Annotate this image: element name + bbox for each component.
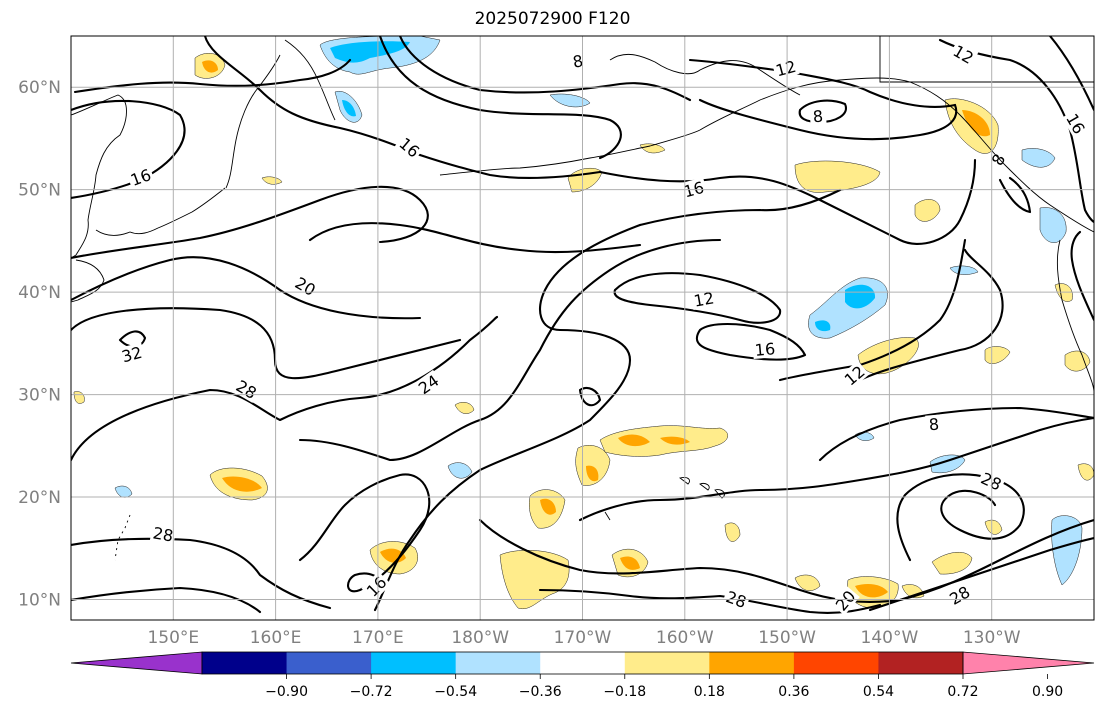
map-frame (70, 35, 1095, 621)
colorbar-segment (709, 652, 795, 674)
contour-label: 8 (812, 107, 824, 127)
colorbar-tick-label: 0.72 (947, 684, 978, 700)
contour-label: 16 (754, 339, 776, 360)
colorbar-segment (286, 652, 372, 674)
latitude-tick-label: 20°N (18, 488, 61, 508)
colorbar-tick-label: 0.36 (778, 684, 809, 700)
colorbar-segment (624, 652, 710, 674)
colorbar-segment (878, 652, 964, 674)
colorbar-frame (201, 651, 964, 675)
colorbar-tick-label: −0.18 (603, 684, 646, 700)
colorbar-tick-label: −0.54 (434, 684, 477, 700)
map-title: 2025072900 F120 (474, 9, 631, 29)
longitude-tick-label: 160°W (656, 628, 714, 648)
colorbar-tick-label: −0.90 (265, 684, 308, 700)
longitude-tick-label: 150°E (147, 628, 199, 648)
coastlines (71, 36, 1094, 561)
longitude-ticks: 150°E 160°E 170°E 180°W 170°W 160°W 150°W 140°W… (147, 628, 1020, 648)
gridlines (71, 36, 1094, 620)
map-area: 8 8 8 8 12 12 12 16 16 16 16 16 16 20 20… (71, 36, 1094, 620)
contour-lines (71, 36, 1094, 614)
contour-label: 32 (120, 343, 145, 367)
shading-layer (73, 36, 1094, 610)
longitude-tick-label: 160°E (250, 628, 302, 648)
colorbar-lower-extension (70, 651, 203, 675)
contour-label: 28 (151, 523, 174, 545)
colorbar-tick-label: −0.72 (350, 684, 393, 700)
longitude-tick-label: 180°W (451, 628, 509, 648)
contour-label: 8 (928, 415, 940, 435)
latitude-tick-label: 30°N (18, 386, 61, 406)
longitude-tick-label: 130°W (963, 628, 1021, 648)
colorbar-segment (202, 652, 288, 674)
colorbar-tick-label: 0.54 (863, 684, 894, 700)
colorbar-segment (371, 652, 457, 674)
latitude-tick-label: 50°N (18, 181, 61, 201)
latitude-tick-label: 10°N (18, 591, 61, 611)
latitude-tick-label: 60°N (18, 78, 61, 98)
colorbar-tick-label: 0.18 (694, 684, 725, 700)
longitude-tick-label: 150°W (758, 628, 816, 648)
contour-label: 12 (692, 288, 715, 310)
colorbar-upper-extension (962, 651, 1095, 675)
longitude-tick-label: 170°E (352, 628, 404, 648)
contour-label: 12 (774, 57, 799, 81)
colorbar: −0.90 −0.72 −0.54 −0.36 −0.18 0.18 0.36 0.54 0.7… (70, 651, 1095, 700)
latitude-ticks: 10°N 20°N 30°N 40°N 50°N 60°N (18, 78, 61, 610)
colorbar-segment (455, 652, 541, 674)
colorbar-segment (540, 652, 626, 674)
colorbar-tick-label: −0.36 (519, 684, 562, 700)
colorbar-tick-label: 0.90 (1032, 684, 1063, 700)
latitude-tick-label: 40°N (18, 283, 61, 303)
colorbar-segment (793, 652, 879, 674)
longitude-tick-label: 140°W (861, 628, 919, 648)
contour-label: 8 (571, 51, 584, 71)
longitude-tick-label: 170°W (554, 628, 612, 648)
